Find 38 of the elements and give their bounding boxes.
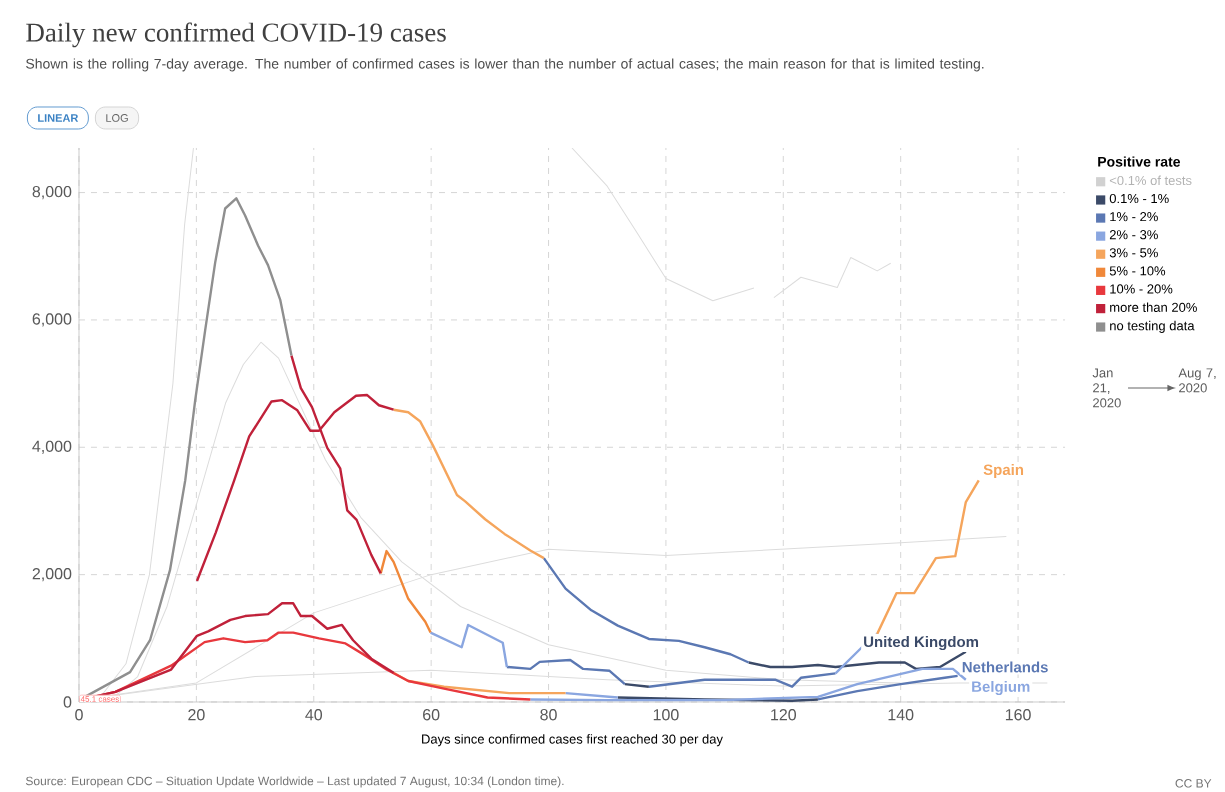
annotation: Belgium — [972, 680, 1030, 695]
legend-label: 10% - 20% — [1110, 284, 1173, 294]
x-tick-label: 40 — [305, 709, 323, 721]
legend-label: 3% - 5% — [1109, 248, 1158, 258]
source-note: Source: European CDC – Situation Update Worldwide – Last updated 7 August, 10:34 (London time). — [25, 776, 564, 788]
text: LINEAR — [38, 114, 79, 122]
annotation: United Kingdom — [864, 636, 979, 651]
x-axis-title: Days since confirmed cases first reached 30 per day — [422, 734, 723, 747]
text: CC BY — [1175, 779, 1212, 788]
text: Jan 21, 2020 — [1092, 368, 1121, 408]
x-tick-label: 160 — [1005, 709, 1031, 721]
y-tick-label: 8,000 — [32, 185, 72, 200]
x-tick-label: 80 — [540, 709, 557, 721]
y-tick-label: 4,000 — [32, 440, 72, 454]
y-tick-label: 2,000 — [32, 568, 72, 582]
legend-label: 5% - 10% — [1109, 266, 1166, 276]
y-tick-label: 6,000 — [32, 313, 72, 327]
x-tick-label: 20 — [188, 709, 205, 721]
chart-subtitle: Shown is the rolling 7-day average. The number of confirmed cases is lower than the number of actual cases; the main reason for that is limited testing. — [26, 58, 984, 72]
text: Aug 7, 2020 — [1178, 368, 1216, 393]
annotation: 45.1 cases — [80, 696, 119, 702]
legend-label: 2% - 3% — [1109, 230, 1158, 240]
legend-title: Positive rate — [1098, 156, 1181, 167]
annotation: Netherlands — [962, 661, 1048, 673]
x-tick-label: 0 — [75, 709, 83, 721]
x-tick-label: 140 — [888, 709, 914, 721]
legend-label: more than 20% — [1110, 302, 1197, 312]
text: <0.1% of tests — [1109, 175, 1192, 186]
legend-label: no testing data — [1110, 320, 1195, 333]
x-tick-label: 60 — [423, 709, 440, 721]
y-tick-label: 0 — [63, 696, 72, 708]
annotation: Spain — [983, 464, 1024, 478]
text: LOG — [106, 114, 128, 122]
x-tick-label: 120 — [771, 709, 797, 721]
x-tick-label: 100 — [653, 709, 679, 721]
legend-label: 1% - 2% — [1110, 212, 1158, 222]
chart-title: Daily new confirmed COVID-19 cases — [26, 22, 446, 48]
legend-label: 0.1% - 1% — [1109, 193, 1169, 204]
